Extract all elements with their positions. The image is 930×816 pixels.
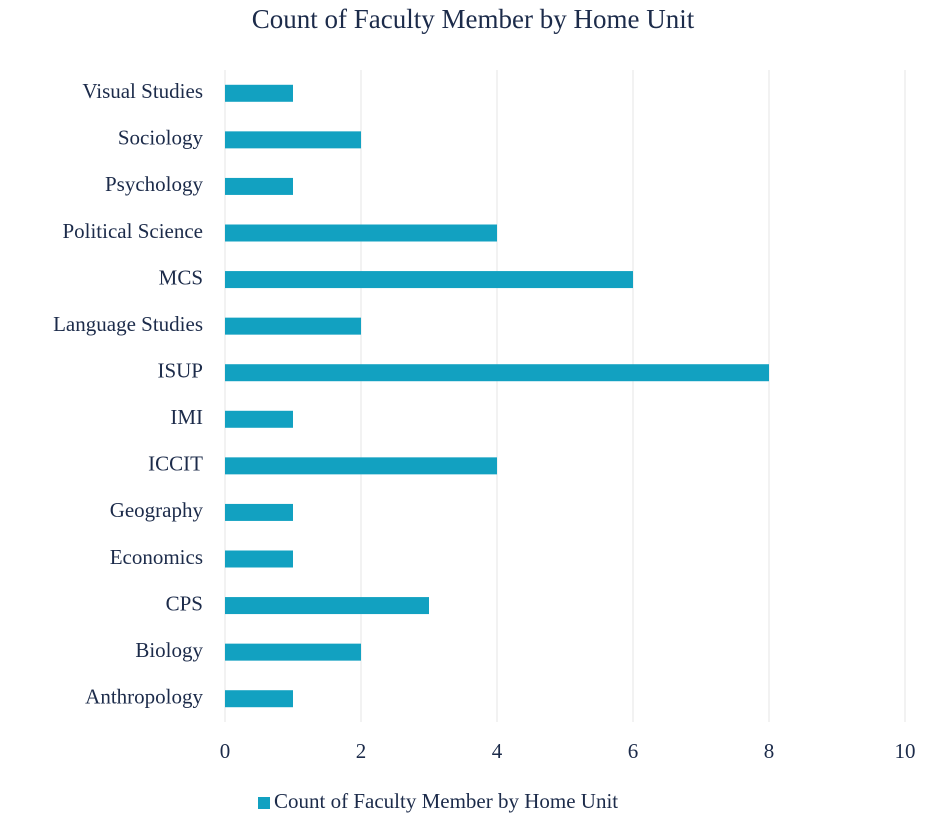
x-tick-label: 2 bbox=[356, 739, 367, 763]
bar bbox=[225, 643, 361, 661]
bar bbox=[225, 550, 293, 568]
chart-title: Count of Faculty Member by Home Unit bbox=[252, 4, 695, 34]
x-tick-label: 0 bbox=[220, 739, 231, 763]
y-tick-label: Anthropology bbox=[85, 685, 203, 709]
x-tick-label: 6 bbox=[628, 739, 639, 763]
x-tick-label: 4 bbox=[492, 739, 503, 763]
bar bbox=[225, 410, 293, 428]
bar bbox=[225, 364, 769, 382]
bar bbox=[225, 457, 497, 475]
y-tick-label: Sociology bbox=[118, 126, 204, 150]
bar bbox=[225, 503, 293, 521]
y-tick-label: Psychology bbox=[105, 172, 204, 196]
y-tick-label: CPS bbox=[166, 591, 203, 615]
y-tick-label: Geography bbox=[110, 498, 204, 522]
bar bbox=[225, 131, 361, 149]
y-tick-label: Political Science bbox=[62, 219, 203, 243]
bar bbox=[225, 317, 361, 335]
bar bbox=[225, 690, 293, 708]
y-tick-label: Biology bbox=[135, 638, 203, 662]
y-tick-label: ISUP bbox=[157, 359, 203, 383]
legend-swatch bbox=[258, 797, 270, 809]
bar bbox=[225, 177, 293, 195]
bar bbox=[225, 84, 293, 102]
bar bbox=[225, 224, 497, 242]
y-tick-label: IMI bbox=[170, 405, 203, 429]
y-tick-label: Economics bbox=[110, 545, 203, 569]
bar bbox=[225, 271, 633, 289]
bar bbox=[225, 597, 429, 615]
y-tick-label: MCS bbox=[159, 265, 203, 289]
y-tick-label: Language Studies bbox=[53, 312, 203, 336]
y-tick-label: ICCIT bbox=[148, 452, 203, 476]
y-tick-label: Visual Studies bbox=[82, 79, 203, 103]
legend-label: Count of Faculty Member by Home Unit bbox=[274, 789, 618, 813]
x-tick-label: 8 bbox=[764, 739, 775, 763]
x-tick-label: 10 bbox=[895, 739, 916, 763]
